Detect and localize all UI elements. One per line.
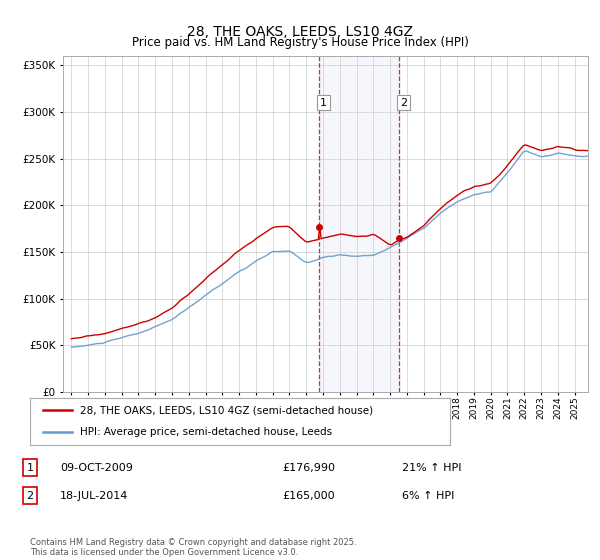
Text: 21% ↑ HPI: 21% ↑ HPI bbox=[402, 463, 461, 473]
Text: 2: 2 bbox=[400, 97, 407, 108]
Text: 1: 1 bbox=[320, 97, 327, 108]
Text: Contains HM Land Registry data © Crown copyright and database right 2025.
This d: Contains HM Land Registry data © Crown c… bbox=[30, 538, 356, 557]
Text: 2: 2 bbox=[26, 491, 34, 501]
Bar bbox=[319, 56, 399, 392]
Text: Price paid vs. HM Land Registry's House Price Index (HPI): Price paid vs. HM Land Registry's House … bbox=[131, 36, 469, 49]
Text: HPI: Average price, semi-detached house, Leeds: HPI: Average price, semi-detached house,… bbox=[80, 427, 332, 437]
Text: 6% ↑ HPI: 6% ↑ HPI bbox=[402, 491, 454, 501]
Text: 28, THE OAKS, LEEDS, LS10 4GZ: 28, THE OAKS, LEEDS, LS10 4GZ bbox=[187, 25, 413, 39]
Text: 28, THE OAKS, LEEDS, LS10 4GZ (semi-detached house): 28, THE OAKS, LEEDS, LS10 4GZ (semi-deta… bbox=[80, 405, 374, 416]
Text: £165,000: £165,000 bbox=[282, 491, 335, 501]
Text: 1: 1 bbox=[26, 463, 34, 473]
Text: £176,990: £176,990 bbox=[282, 463, 335, 473]
Text: 18-JUL-2014: 18-JUL-2014 bbox=[60, 491, 128, 501]
Text: 09-OCT-2009: 09-OCT-2009 bbox=[60, 463, 133, 473]
